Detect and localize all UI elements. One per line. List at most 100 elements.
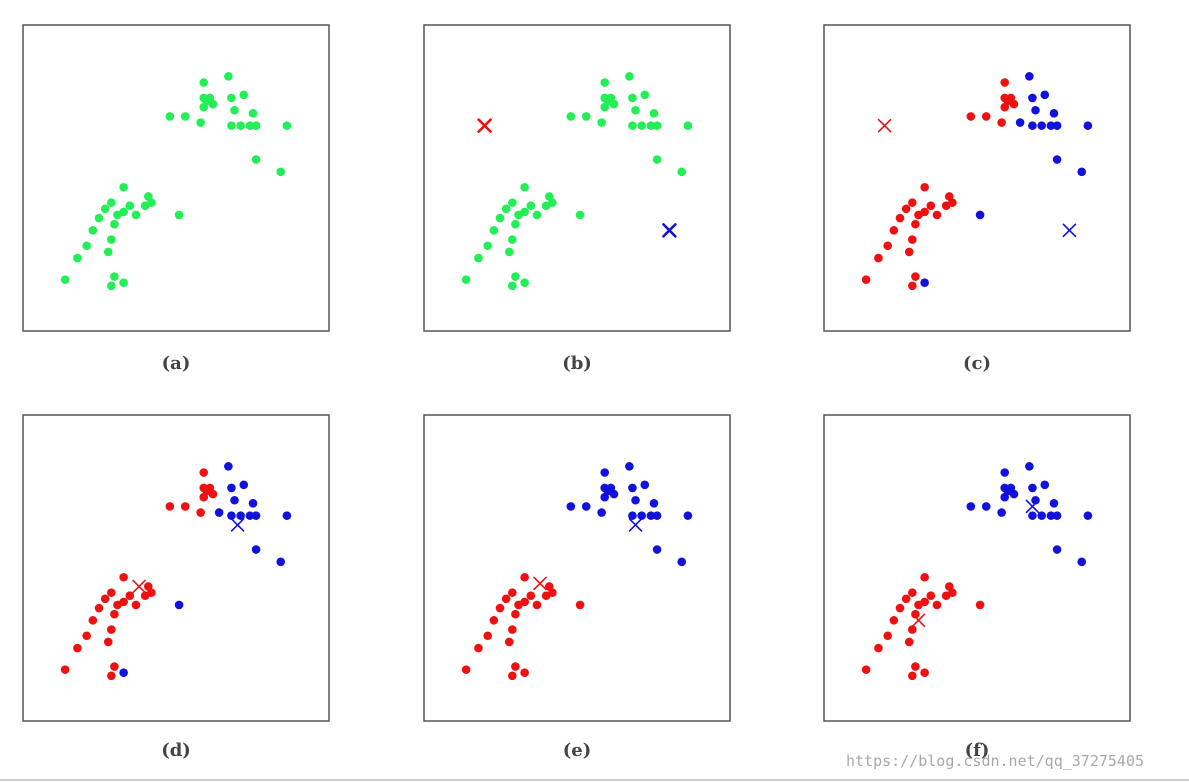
data-point-green <box>94 213 104 223</box>
data-point-green <box>119 278 128 288</box>
data-point-blue <box>628 511 637 520</box>
centroid-marker-blue <box>1025 499 1040 514</box>
data-point-green <box>227 121 236 130</box>
data-point-red <box>520 597 529 607</box>
data-point-blue <box>1052 545 1062 554</box>
data-point-blue <box>1028 121 1037 130</box>
data-point-green <box>495 213 505 223</box>
scatter-panel-b <box>423 24 731 332</box>
data-point-red <box>861 665 871 674</box>
data-point-green <box>520 207 529 217</box>
data-point-blue <box>1025 462 1034 471</box>
scatter-plot-svg <box>823 414 1131 722</box>
data-point-red <box>110 609 119 619</box>
data-point-green <box>508 198 517 207</box>
centroid-marker-red <box>477 118 492 133</box>
data-point-red <box>511 609 520 619</box>
centroid-marker-blue <box>662 223 677 238</box>
centroid-marker-red <box>911 613 926 628</box>
panel-caption-f: (f) <box>964 740 990 761</box>
data-point-red <box>82 631 91 641</box>
centroid-marker-blue <box>230 518 245 532</box>
data-point-red <box>895 213 905 223</box>
data-point-red <box>107 588 116 597</box>
data-point-blue <box>1031 105 1040 115</box>
data-point-blue <box>1028 93 1037 103</box>
data-point-blue <box>581 502 591 511</box>
data-point-green <box>245 121 255 130</box>
data-point-red <box>88 616 98 625</box>
scatter-plot-svg <box>22 24 330 332</box>
data-point-blue <box>1049 499 1059 508</box>
data-point-blue <box>640 480 650 490</box>
data-point-green <box>143 192 153 201</box>
data-point-red <box>874 643 883 653</box>
data-point-green <box>131 210 141 220</box>
data-point-blue <box>597 508 606 517</box>
data-point-red <box>908 671 917 681</box>
data-point-green <box>532 210 542 220</box>
plot-frame <box>22 24 330 332</box>
data-point-red <box>489 616 499 625</box>
centroid-marker-blue <box>628 518 643 532</box>
data-point-red <box>73 643 82 653</box>
data-point-red <box>874 253 883 263</box>
data-point-blue <box>1028 483 1037 493</box>
data-point-red <box>107 625 116 634</box>
data-point-blue <box>276 557 286 567</box>
data-point-green <box>107 235 116 244</box>
data-point-blue <box>566 502 576 511</box>
data-point-green <box>107 281 116 291</box>
data-point-blue <box>1046 121 1056 130</box>
data-point-blue <box>1046 511 1056 520</box>
data-point-red <box>544 582 554 591</box>
data-point-green <box>199 93 209 103</box>
data-point-green <box>566 112 576 121</box>
data-point-red <box>107 671 116 681</box>
plot-frame <box>423 24 731 332</box>
data-point-blue <box>1000 483 1010 493</box>
data-point-blue <box>625 462 634 471</box>
data-point-red <box>131 600 141 610</box>
data-point-blue <box>1052 155 1062 164</box>
data-point-green <box>652 121 662 130</box>
data-point-green <box>649 109 659 118</box>
data-point-blue <box>677 557 687 567</box>
data-point-green <box>508 235 517 244</box>
data-point-red <box>508 625 517 634</box>
data-point-green <box>483 241 492 251</box>
data-point-red <box>932 210 942 220</box>
data-point-red <box>981 112 991 121</box>
data-point-green <box>60 275 70 284</box>
data-point-green <box>196 118 205 127</box>
data-point-green <box>276 167 286 177</box>
data-point-red <box>504 637 514 647</box>
data-point-green <box>461 275 471 284</box>
data-point-blue <box>1009 489 1019 499</box>
data-point-blue <box>245 511 255 520</box>
data-point-red <box>883 241 892 251</box>
centroid-marker-red <box>533 576 547 591</box>
watermark-text: https://blog.csdn.net/qq_37275405 <box>846 752 1145 770</box>
data-point-green <box>282 121 292 130</box>
data-point-green <box>609 99 619 109</box>
data-point-green <box>119 207 128 217</box>
data-point-blue <box>1049 109 1059 118</box>
data-point-green <box>646 121 656 130</box>
data-point-green <box>103 247 113 257</box>
data-point-blue <box>1025 72 1034 81</box>
scatter-panel-d <box>22 414 330 722</box>
data-point-red <box>508 588 517 597</box>
data-point-blue <box>981 502 991 511</box>
data-point-blue <box>239 480 249 490</box>
plot-frame <box>22 414 330 722</box>
data-point-blue <box>920 278 929 288</box>
data-point-green <box>628 93 637 103</box>
data-point-green <box>88 226 98 235</box>
data-point-red <box>944 582 954 591</box>
data-point-blue <box>600 483 610 493</box>
data-point-blue <box>1028 511 1037 520</box>
data-point-green <box>520 278 529 288</box>
plot-frame <box>423 414 731 722</box>
data-point-red <box>920 668 929 678</box>
